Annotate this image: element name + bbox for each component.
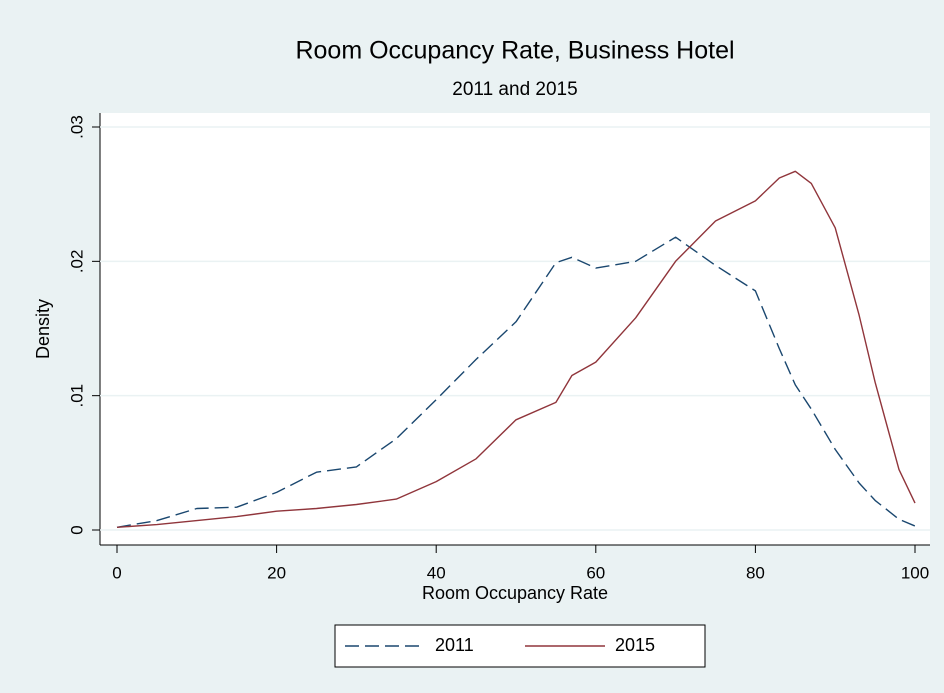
- legend-label: 2015: [615, 635, 655, 655]
- legend-label: 2011: [435, 635, 474, 655]
- x-tick-label: 20: [267, 563, 286, 582]
- x-tick-label: 80: [746, 563, 765, 582]
- series-line: [116, 236, 916, 528]
- y-tick-label: .02: [67, 250, 86, 274]
- x-tick-label: 0: [112, 563, 121, 582]
- y-axis-label: Density: [33, 299, 53, 359]
- x-tick-label: 60: [586, 563, 605, 582]
- chart-title: Room Occupancy Rate, Business Hotel: [295, 37, 734, 65]
- plot-area: [100, 113, 930, 545]
- x-tick-label: 100: [901, 563, 929, 582]
- x-tick-label: 40: [427, 563, 446, 582]
- series-line: [116, 170, 916, 528]
- chart-subtitle: 2011 and 2015: [452, 79, 577, 100]
- y-tick-label: .03: [67, 115, 86, 139]
- y-tick-label: .01: [67, 384, 86, 408]
- x-axis-label: Room Occupancy Rate: [422, 583, 608, 603]
- y-tick-label: 0: [67, 525, 86, 534]
